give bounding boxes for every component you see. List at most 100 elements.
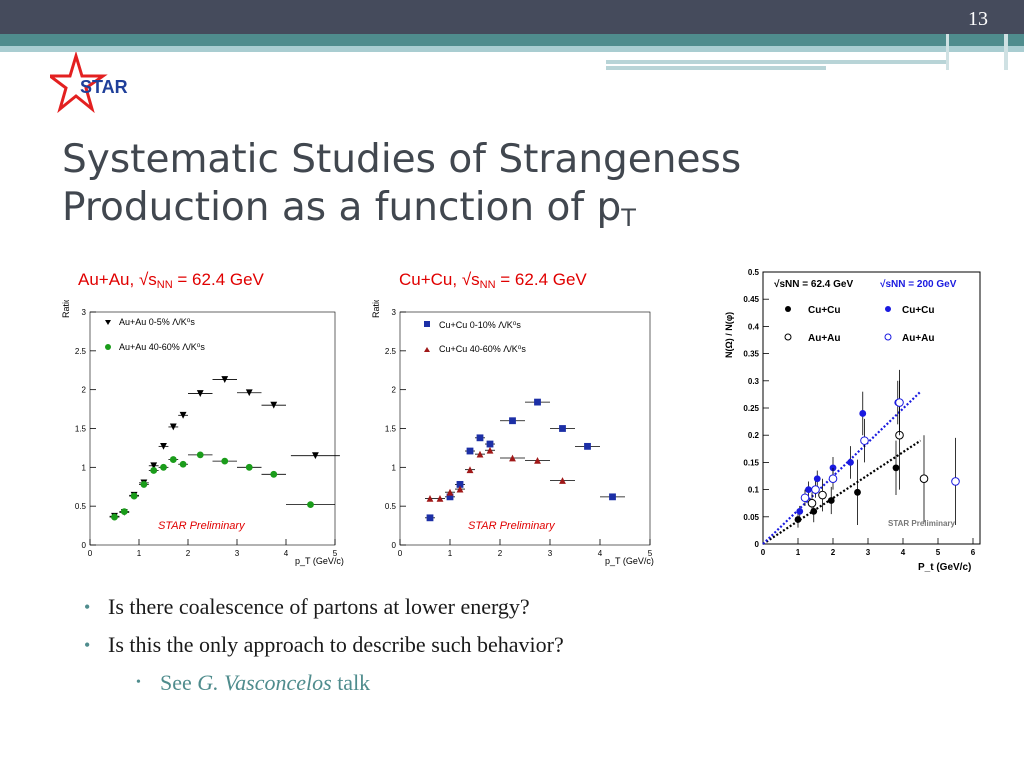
legend-marker <box>884 333 892 341</box>
data-point <box>456 485 464 493</box>
y-tick-label: 0.45 <box>743 295 759 304</box>
sub-bullet-item: • See G. Vasconcelos talk <box>136 668 984 706</box>
y-tick-label: 0.15 <box>743 458 759 467</box>
y-tick-label: 0.35 <box>743 350 759 359</box>
title-line-2: Production as a function of pT <box>62 185 636 232</box>
y-tick-label: 0 <box>755 540 760 549</box>
annotation: STAR Preliminary <box>888 519 956 528</box>
y-tick-label: 0.3 <box>748 377 760 386</box>
y-tick-label: 0.25 <box>743 404 759 413</box>
data-point <box>130 492 138 500</box>
y-tick-label: 0.5 <box>748 268 760 277</box>
y-tick-label: 1 <box>392 463 397 472</box>
x-tick-label: 5 <box>648 549 653 558</box>
bullet-dot-icon: • <box>136 675 141 690</box>
accent-band-light <box>0 46 1024 52</box>
data-point <box>160 463 167 471</box>
x-tick-label: 1 <box>448 549 453 558</box>
omega-phi-chart: N(Ω) / N(φ) √sNN = 62.4 GeV √sNN = 200 G… <box>724 268 981 573</box>
y-tick-label: 1.5 <box>75 425 87 434</box>
legend-label: Cu+Cu <box>902 305 935 316</box>
annotation: STAR Preliminary <box>158 520 246 532</box>
x-tick-label: 0 <box>398 549 403 558</box>
data-point <box>860 436 869 445</box>
plot-area: 0 1 2 3 4 5 6 0 0.05 0.1 0.15 0.2 0.25 0.3 0.35 0.4 0.45… <box>743 268 981 557</box>
data-point <box>245 389 253 397</box>
data-point <box>800 493 810 503</box>
data-point <box>509 417 516 425</box>
deco-stripe <box>1004 34 1008 70</box>
logo-text: STAR <box>80 77 128 97</box>
data-point <box>196 390 204 397</box>
fit-line <box>762 390 922 545</box>
legend-label: Au+Au <box>808 333 841 344</box>
y-axis-label: Ratio <box>371 300 381 318</box>
data-point <box>307 501 314 509</box>
y-tick-label: 3 <box>82 308 87 317</box>
x-tick-label: 1 <box>137 549 142 558</box>
x-axis-label: p_T (GeV/c) <box>605 556 654 566</box>
data-point <box>559 425 566 432</box>
star-logo: STAR <box>50 52 128 114</box>
data-point <box>179 411 187 419</box>
data-point <box>794 516 802 523</box>
data-point <box>196 451 204 459</box>
data-point <box>892 464 900 472</box>
data-point <box>270 470 278 478</box>
data-point <box>813 475 821 483</box>
y-tick-label: 1 <box>82 463 87 472</box>
y-tick-label: 0.2 <box>748 431 760 440</box>
data-point <box>179 460 187 468</box>
data-point <box>895 398 904 407</box>
data-point <box>160 442 167 450</box>
data-point <box>120 508 128 516</box>
plot-area: 0 1 2 3 4 5 0 0.5 1 1.5 2 2.5 3 <box>75 308 340 558</box>
legend-label: Au+Au 0-5% Λ/K⁰s <box>119 317 195 327</box>
data-point <box>509 454 516 462</box>
legend-label: Au+Au <box>902 333 935 344</box>
x-tick-label: 0 <box>88 549 93 558</box>
annotation: STAR Preliminary <box>468 520 556 532</box>
data-point <box>584 442 591 450</box>
x-tick-label: 4 <box>598 549 603 558</box>
data-point <box>859 410 867 417</box>
page-title: Systematic Studies of Strangeness Produc… <box>62 136 982 242</box>
x-tick-label: 5 <box>936 548 941 557</box>
plot-area: 0 1 2 3 4 5 0 0.5 1 1.5 2 2.5 3 <box>385 308 653 558</box>
data-point <box>810 507 818 515</box>
data-point <box>951 477 960 486</box>
slide-number: 13 <box>968 8 988 30</box>
y-tick-label: 0.1 <box>748 486 760 495</box>
data-point <box>534 398 541 406</box>
legend-label: Cu+Cu <box>808 305 841 316</box>
data-point <box>486 446 494 454</box>
legend-marker <box>785 306 791 312</box>
data-point <box>807 498 817 508</box>
legend: Cu+Cu 0-10% Λ/K⁰s Cu+Cu 40-60% Λ/K⁰s <box>424 320 526 354</box>
bullet-list: • Is there coalescence of partons at lowe… <box>84 592 984 706</box>
plot-frame <box>762 271 981 545</box>
data-point <box>270 401 278 409</box>
y-tick-label: 2.5 <box>385 347 397 356</box>
y-tick-label: 0.5 <box>75 502 87 511</box>
legend-header: √sNN = 200 GeV <box>880 279 957 290</box>
y-tick-label: 0.5 <box>385 502 397 511</box>
fit-line <box>762 439 922 545</box>
x-axis-label: p_T (GeV/c) <box>295 556 344 566</box>
legend-label: Cu+Cu 40-60% Λ/K⁰s <box>439 344 526 354</box>
legend-label: Cu+Cu 0-10% Λ/K⁰s <box>439 320 521 330</box>
data-point <box>476 450 484 458</box>
x-tick-label: 4 <box>284 549 289 558</box>
data-point <box>446 488 454 496</box>
x-tick-label: 6 <box>971 548 976 557</box>
bullet-item: • Is this the only approach to describe s… <box>84 630 984 668</box>
top-bar <box>0 0 1024 34</box>
y-tick-label: 1.5 <box>385 425 397 434</box>
y-tick-label: 3 <box>392 308 397 317</box>
y-tick-label: 0 <box>82 541 87 550</box>
x-tick-label: 2 <box>186 549 191 558</box>
data-point <box>446 493 454 501</box>
data-point <box>245 463 253 471</box>
data-point <box>805 486 812 493</box>
auau-ratio-chart: Ratio Au+Au 0-5% Λ/K⁰s Au+Au 40-60% Λ/K⁰… <box>61 300 344 566</box>
